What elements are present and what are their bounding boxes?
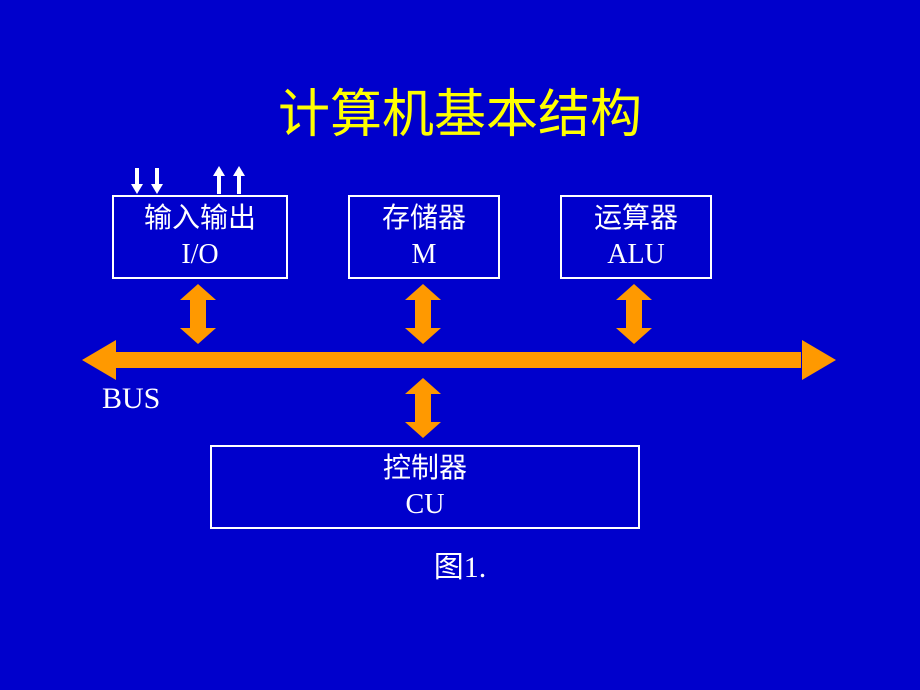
figure-caption: 图1. (0, 542, 920, 586)
arrow-out-shaft (217, 176, 221, 194)
node-memory-line2: M (412, 237, 437, 273)
bus-label: BUS (102, 382, 160, 416)
arrow-in-shaft (155, 168, 159, 186)
node-alu: 运算器 ALU (560, 195, 712, 279)
node-cu: 控制器 CU (210, 445, 640, 529)
bus-arrow-left-icon (82, 340, 116, 380)
node-cu-line1: 控制器 (383, 451, 467, 487)
arrow-out-shaft (237, 176, 241, 194)
bus-line (115, 352, 801, 368)
diagram-stage: 计算机基本结构 输入输出 I/O 存储器 M 运算器 ALU BUS (0, 0, 920, 690)
diagram-title: 计算机基本结构 (0, 72, 920, 147)
bus-arrow-right-icon (802, 340, 836, 380)
node-memory-line1: 存储器 (382, 201, 466, 237)
node-io-line2: I/O (181, 237, 218, 273)
node-alu-line2: ALU (607, 237, 665, 273)
node-io: 输入输出 I/O (112, 195, 288, 279)
node-cu-line2: CU (406, 487, 445, 523)
node-memory: 存储器 M (348, 195, 500, 279)
arrow-out-icon (233, 166, 245, 176)
node-io-line1: 输入输出 (144, 201, 256, 237)
node-alu-line1: 运算器 (594, 201, 678, 237)
arrow-in-shaft (135, 168, 139, 186)
arrow-out-icon (213, 166, 225, 176)
